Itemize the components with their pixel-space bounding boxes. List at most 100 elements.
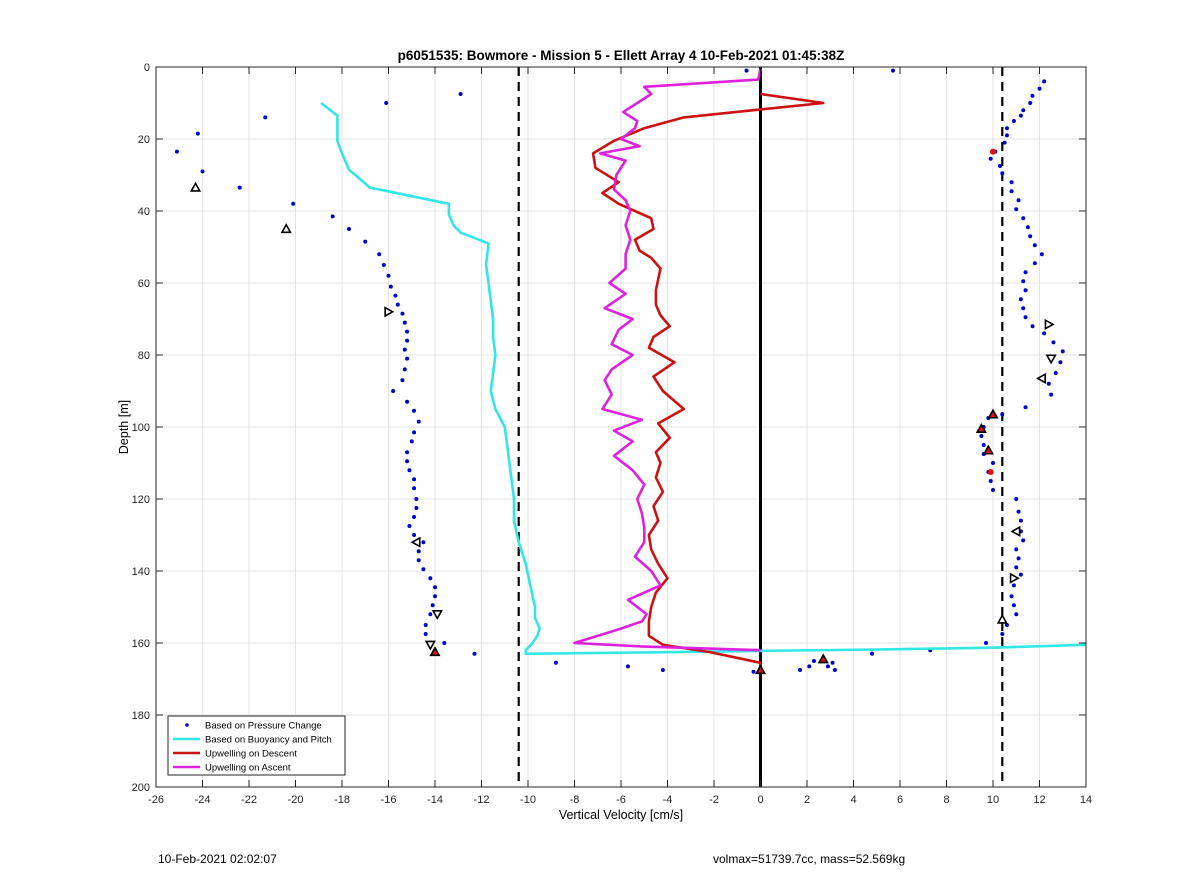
pressure-change-point [1014, 547, 1019, 552]
pressure-change-point [1023, 405, 1028, 410]
triangle-marker [975, 422, 987, 433]
pressure-change-point [807, 664, 812, 669]
pressure-change-point [1021, 279, 1026, 284]
pressure-change-point [625, 664, 630, 669]
pressure-change-point [407, 524, 412, 528]
x-tick-label: -6 [616, 794, 626, 806]
pressure-change-point [1018, 572, 1023, 577]
legend-label: Based on Buoyancy and Pitch [205, 735, 332, 746]
pressure-change-point [1028, 234, 1033, 239]
pressure-change-point [393, 293, 398, 298]
legend-box [167, 715, 346, 776]
pressure-change-point [1016, 198, 1021, 203]
pressure-change-point [1028, 101, 1033, 105]
triangle-marker [1009, 572, 1020, 584]
triangle-marker [987, 408, 999, 419]
y-tick-label: 100 [132, 422, 150, 434]
pressure-change-point [391, 389, 396, 393]
pressure-change-point [414, 506, 419, 510]
axes-layer: -26 -24 -22 -20 -18 -16 -14 -12 -10 -8 -6 -4 -2 0 2 4 6 8… [132, 62, 1092, 806]
pressure-change-point [991, 461, 995, 465]
pressure-change-point [1011, 119, 1016, 123]
triangle-marker [996, 613, 1008, 624]
pressure-change-point [991, 488, 995, 492]
triangle-marker [1035, 372, 1046, 384]
legend: Based on Pressure Change Based on Buoyanc… [167, 715, 346, 776]
pressure-change-point [405, 450, 410, 455]
pressure-change-point [402, 320, 407, 325]
pressure-change-point [1000, 412, 1005, 417]
x-tick-label: 10 [987, 794, 999, 806]
pressure-change-point [1030, 93, 1035, 98]
x-tick-label: -18 [334, 794, 350, 806]
pressure-change-point [416, 558, 421, 563]
pressure-change-point [1018, 297, 1023, 302]
pressure-change-point [1011, 583, 1016, 588]
pressure-change-point [430, 603, 435, 608]
pressure-change-point [1060, 349, 1065, 354]
x-tick-label: 4 [850, 794, 856, 806]
pressure-change-point [423, 632, 428, 636]
pressure-change-point [1014, 497, 1019, 501]
pressure-change-point [988, 156, 993, 161]
legend-label: Upwelling on Ascent [205, 763, 291, 774]
pressure-change-point [1023, 288, 1028, 293]
x-tick-label: -14 [427, 794, 443, 806]
pressure-change-point [414, 497, 419, 501]
y-tick-label: 160 [132, 638, 150, 650]
x-tick-label: -4 [663, 794, 673, 806]
pressure-change-point [553, 660, 558, 665]
pressure-change-point [984, 641, 989, 645]
pressure-change-point [405, 329, 410, 334]
y-tick-label: 80 [138, 350, 150, 362]
pressure-change-point [405, 356, 410, 361]
pressure-change-point [412, 486, 417, 491]
triangle-marker [817, 653, 829, 664]
pressure-change-point [997, 164, 1002, 168]
footer-volmax-mass: volmax=51739.7cc, mass=52.569kg [713, 852, 906, 866]
x-tick-label: -26 [148, 794, 164, 806]
x-tick-label: -22 [241, 794, 257, 806]
pressure-change-point [1016, 509, 1021, 514]
x-tick-label: 12 [1033, 794, 1045, 806]
pressure-change-point [1032, 261, 1037, 266]
pressure-change-point [442, 641, 447, 645]
pressure-change-point [237, 185, 242, 190]
pressure-change-point [386, 273, 391, 278]
pressure-change-point [407, 468, 412, 473]
pressure-change-point [416, 549, 421, 554]
pressure-change-point [1023, 270, 1028, 275]
pressure-change-point [363, 239, 368, 244]
pressure-change-point [751, 669, 756, 674]
legend-point-swatch [185, 723, 189, 727]
pressure-change-point [1009, 180, 1014, 185]
pressure-change-point [381, 263, 386, 267]
pressure-change-point [412, 515, 417, 519]
pressure-change-point [405, 338, 410, 343]
triangle-marker [982, 444, 994, 455]
pressure-change-point [1039, 252, 1044, 257]
pressure-change-point [412, 533, 417, 537]
y-tick-label: 120 [132, 494, 150, 506]
pressure-change-point [1004, 126, 1009, 131]
pressure-change-point [412, 477, 417, 482]
pressure-change-point [330, 214, 335, 219]
pressure-change-point [1037, 86, 1042, 91]
pressure-change-point [1025, 225, 1030, 230]
x-tick-label: -8 [570, 794, 580, 806]
x-tick-label: -10 [520, 794, 536, 806]
pressure-change-point [1004, 623, 1009, 627]
pressure-change-point [891, 68, 896, 73]
red-dot-marker [990, 148, 996, 155]
pressure-change-point [405, 399, 410, 404]
pressure-change-point [458, 92, 463, 96]
x-tick-label: -20 [288, 794, 304, 806]
pressure-change-point [1023, 315, 1028, 320]
pressure-change-point [744, 68, 749, 73]
triangle-marker [189, 181, 202, 192]
pressure-change-point [400, 311, 405, 316]
pressure-change-point [1021, 306, 1026, 311]
pressure-change-point [830, 660, 835, 665]
pressure-change-point [1042, 79, 1047, 84]
